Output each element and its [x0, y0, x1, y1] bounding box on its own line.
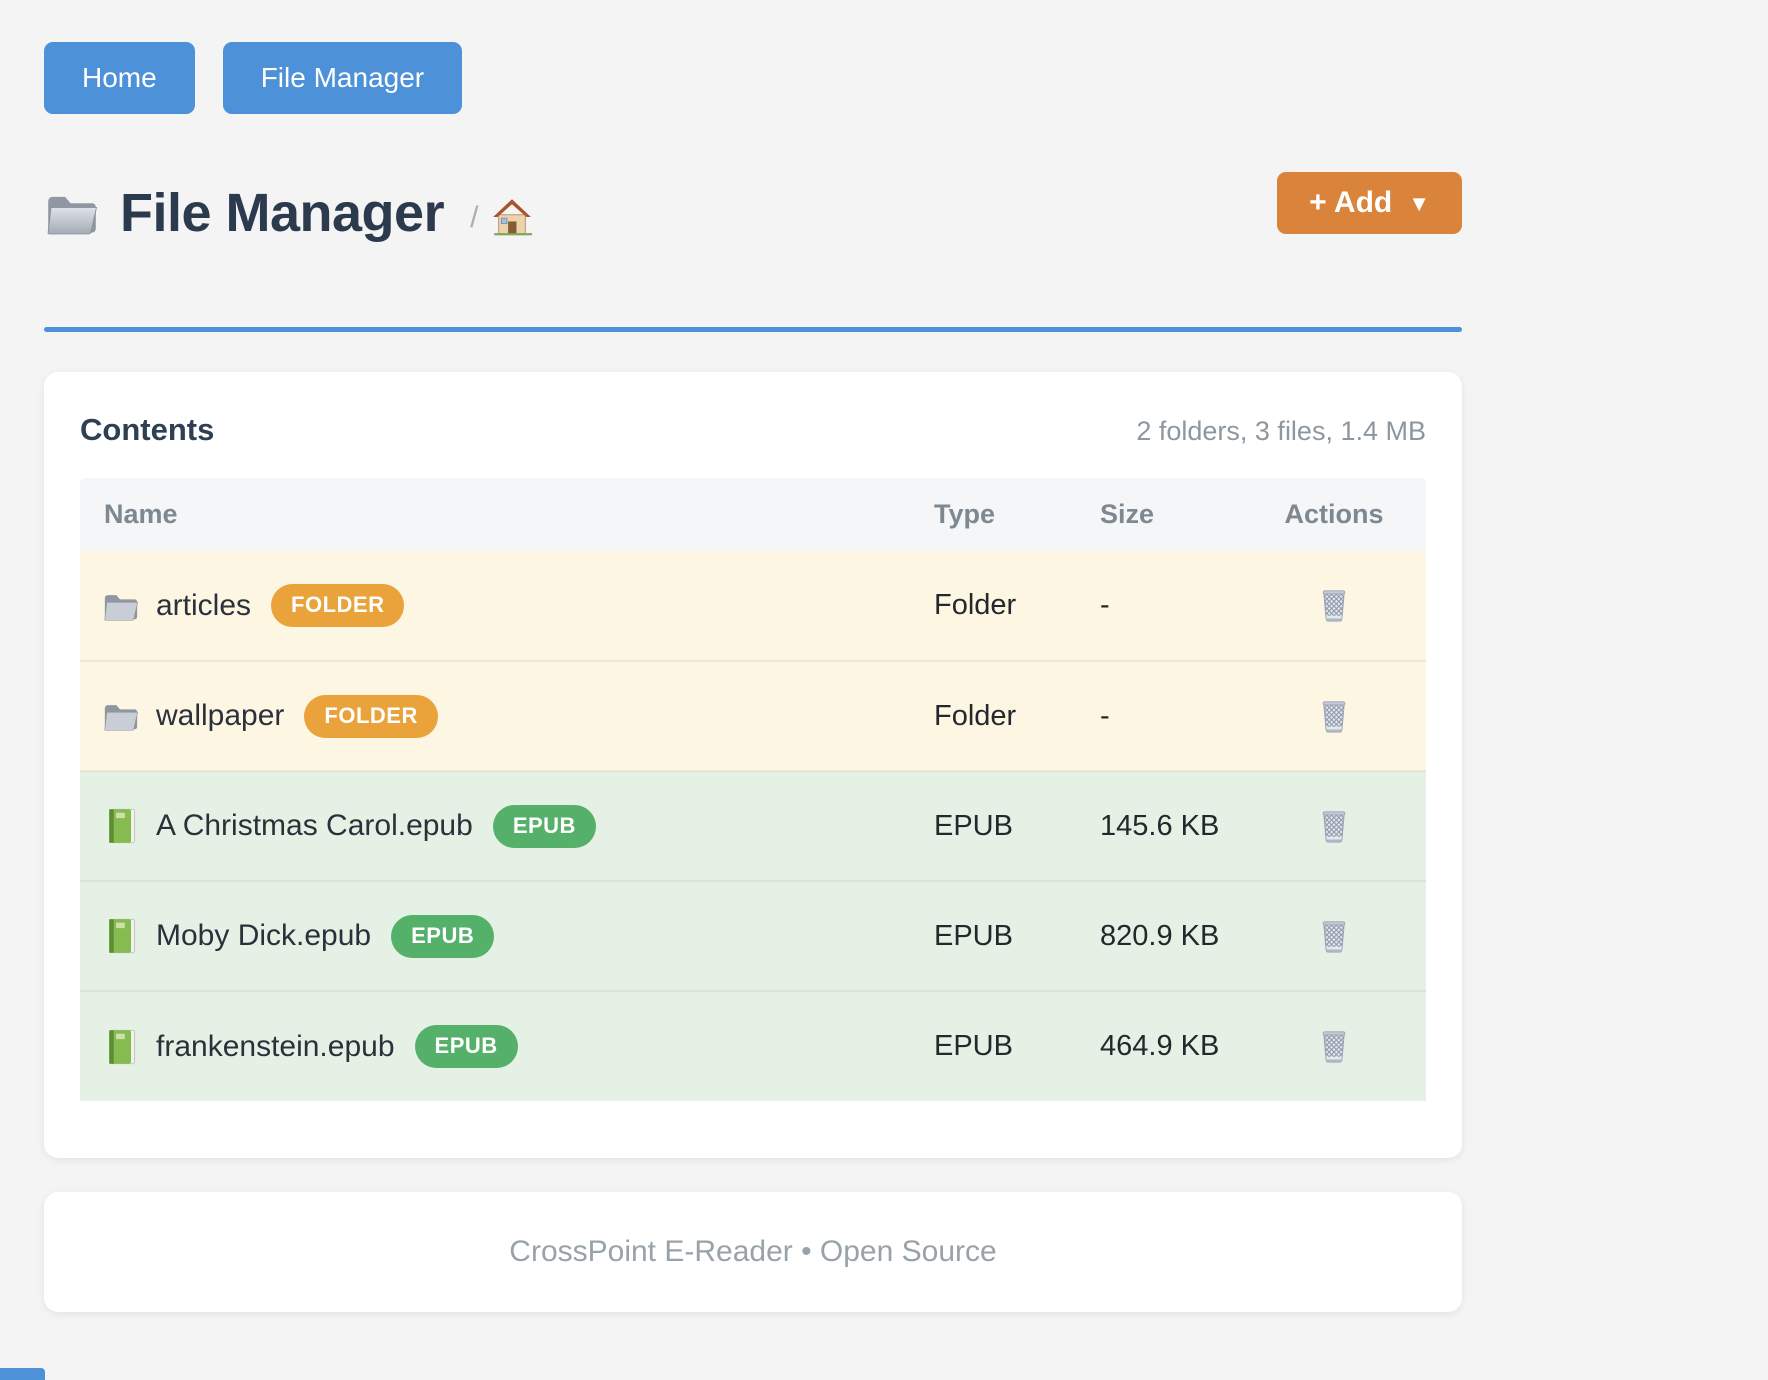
entry-name[interactable]: articles: [156, 588, 252, 622]
page-header: File Manager /: [44, 182, 1462, 244]
breadcrumb-separator: /: [470, 201, 479, 234]
table-row: Moby Dick.epub EPUB EPUB 820.9 KB: [80, 881, 1426, 991]
nav-file-manager-button[interactable]: File Manager: [222, 42, 463, 114]
size-cell: 464.9 KB: [1100, 1030, 1220, 1062]
folder-icon: [102, 697, 140, 735]
green-book-icon: [102, 807, 140, 845]
table-row: wallpaper FOLDER Folder -: [80, 661, 1426, 771]
type-badge: EPUB: [492, 804, 596, 848]
entry-name[interactable]: wallpaper: [156, 699, 285, 732]
table-row: A Christmas Carol.epub EPUB EPUB 145.6 KB: [80, 771, 1426, 881]
trash-icon: [1319, 808, 1349, 844]
card-title: Contents: [80, 412, 215, 447]
type-cell: EPUB: [934, 809, 1013, 842]
type-cell: Folder: [934, 699, 1017, 732]
chevron-down-icon: ▼: [1408, 191, 1430, 216]
nav-home-button[interactable]: Home: [44, 42, 195, 114]
delete-button[interactable]: [1315, 694, 1353, 738]
type-cell: Folder: [934, 589, 1017, 621]
green-book-icon: [102, 917, 140, 955]
page-title: File Manager: [120, 183, 445, 243]
column-header-type: Type: [934, 499, 996, 529]
table-header-row: Name Type Size Actions: [80, 478, 1426, 551]
table-row: frankenstein.epub EPUB EPUB 464.9 KB: [80, 991, 1426, 1101]
table-row: articles FOLDER Folder -: [80, 551, 1426, 661]
entry-name[interactable]: Moby Dick.epub: [156, 919, 372, 952]
column-header-actions: Actions: [1284, 499, 1384, 529]
green-book-icon: [102, 1028, 140, 1066]
house-icon[interactable]: [492, 198, 533, 236]
folder-icon: [102, 587, 140, 625]
top-nav: Home File Manager: [44, 42, 463, 114]
entry-name[interactable]: frankenstein.epub: [156, 1029, 395, 1063]
card-header: Contents 2 folders, 3 files, 1.4 MB: [80, 412, 1426, 448]
type-badge: EPUB: [414, 1025, 518, 1068]
type-badge: EPUB: [391, 914, 495, 958]
trash-icon: [1319, 1028, 1349, 1064]
table-body: articles FOLDER Folder - wallpaper FOLDER Fold…: [80, 551, 1426, 1101]
delete-button[interactable]: [1315, 804, 1353, 848]
footer-text: CrossPoint E-Reader • Open Source: [509, 1235, 997, 1268]
delete-button[interactable]: [1315, 914, 1353, 958]
contents-card: Contents 2 folders, 3 files, 1.4 MB Name…: [44, 372, 1462, 1158]
add-button-label: + Add: [1309, 186, 1393, 219]
contents-table: Name Type Size Actions articles FOLDER Fol…: [80, 478, 1426, 1101]
footer-card: CrossPoint E-Reader • Open Source: [44, 1192, 1462, 1312]
trash-icon: [1319, 587, 1349, 623]
delete-button[interactable]: [1315, 583, 1353, 627]
folder-icon: [44, 188, 100, 238]
add-button[interactable]: + Add ▼: [1277, 172, 1462, 234]
contents-summary: 2 folders, 3 files, 1.4 MB: [1136, 416, 1426, 446]
size-cell: 145.6 KB: [1100, 809, 1220, 842]
type-cell: EPUB: [934, 919, 1013, 952]
delete-button[interactable]: [1315, 1024, 1353, 1068]
trash-icon: [1319, 698, 1349, 734]
column-header-name: Name: [104, 499, 178, 529]
entry-name[interactable]: A Christmas Carol.epub: [156, 809, 473, 842]
type-cell: EPUB: [934, 1030, 1013, 1062]
size-cell: -: [1100, 589, 1110, 621]
type-badge: FOLDER: [304, 694, 438, 738]
header-divider: [44, 327, 1462, 332]
size-cell: 820.9 KB: [1100, 919, 1220, 952]
offscreen-element-fragment: [0, 1368, 45, 1380]
type-badge: FOLDER: [271, 584, 405, 627]
size-cell: -: [1100, 699, 1110, 732]
column-header-size: Size: [1100, 499, 1155, 529]
trash-icon: [1319, 918, 1349, 954]
